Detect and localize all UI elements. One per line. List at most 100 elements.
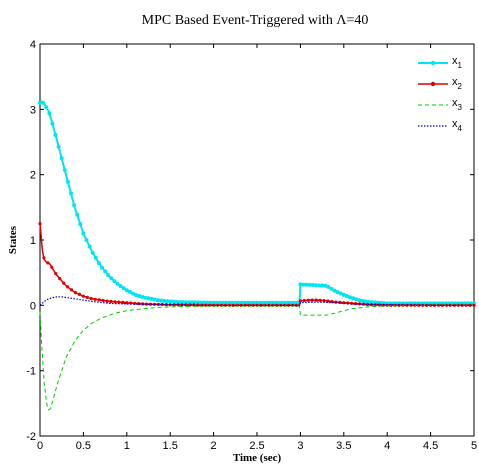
series-marker-x1	[143, 295, 148, 300]
series-marker-x1	[103, 269, 108, 274]
series-marker-x2	[425, 303, 429, 307]
series-marker-x1	[220, 300, 225, 305]
x-tick-label: 4	[384, 440, 390, 452]
series-marker-x1	[124, 288, 129, 293]
x-tick-label: 5	[471, 440, 477, 452]
series-marker-x1	[53, 133, 58, 137]
series-marker-x1	[183, 300, 188, 305]
series-marker-x1	[50, 121, 55, 126]
series-marker-x1	[289, 300, 294, 305]
legend-marker-x1	[430, 60, 436, 66]
series-marker-x1	[180, 300, 185, 305]
series-marker-x1	[261, 300, 266, 305]
series-marker-x1	[152, 297, 157, 302]
series-marker-x2	[302, 298, 306, 303]
legend-subscript: 2	[458, 82, 463, 91]
series-marker-x1	[242, 300, 247, 305]
series-marker-x1	[199, 300, 204, 305]
plot-frame	[39, 43, 475, 437]
series-marker-x1	[227, 300, 232, 305]
legend-marker-x2	[430, 81, 436, 87]
x-tick-label: 1.5	[163, 440, 178, 452]
series-marker-x2	[66, 285, 70, 289]
series-marker-x2	[62, 281, 66, 285]
series-marker-x1	[211, 300, 216, 305]
series-line-x4	[39, 296, 474, 306]
x-tick-label: 3.5	[336, 440, 351, 452]
series-marker-x2	[58, 277, 62, 281]
series-marker-x2	[77, 292, 82, 296]
x-axis-label: Time (sec)	[233, 452, 282, 464]
series-marker-x2	[89, 297, 93, 301]
series-marker-x2	[468, 303, 472, 307]
series-marker-x1	[134, 293, 139, 298]
series-marker-x2	[121, 300, 125, 304]
series-marker-x1	[366, 299, 371, 304]
series-marker-x1	[193, 300, 197, 305]
series-marker-x1	[214, 300, 219, 305]
series-line-x2	[39, 223, 474, 307]
y-tick-label: 3	[30, 104, 36, 116]
series-marker-x1	[326, 284, 331, 289]
series-marker-x1	[137, 294, 142, 298]
series-marker-x1	[127, 289, 132, 294]
series-marker-x2	[365, 302, 370, 307]
x-tick-label: 1	[124, 440, 130, 452]
series-marker-x1	[158, 298, 163, 303]
series-marker-x1	[162, 298, 166, 303]
series-marker-x2	[287, 303, 291, 307]
series-marker-x1	[90, 250, 95, 255]
x-tick-label: 0.5	[76, 440, 91, 452]
series-marker-x2	[310, 298, 314, 302]
series-marker-x2	[81, 294, 85, 298]
series-marker-x1	[344, 294, 349, 298]
series-marker-x1	[357, 298, 362, 303]
series-marker-x1	[236, 300, 241, 305]
series-marker-x2	[73, 291, 78, 295]
series-marker-x1	[72, 203, 77, 207]
series-marker-x1	[131, 291, 135, 296]
series-marker-x1	[248, 300, 253, 305]
series-marker-x1	[267, 300, 272, 305]
series-marker-x2	[113, 300, 117, 304]
legend-subscript: 1	[458, 61, 463, 70]
series-marker-x1	[109, 276, 114, 281]
series-marker-x1	[310, 283, 315, 287]
series-marker-x1	[323, 283, 328, 288]
series-marker-x1	[146, 296, 151, 301]
series-marker-x2	[54, 272, 58, 276]
series-marker-x2	[184, 303, 188, 307]
series-marker-x1	[112, 279, 117, 284]
series-marker-x1	[354, 297, 359, 302]
series-layer	[38, 100, 476, 411]
series-marker-x1	[106, 273, 111, 278]
series-marker-x2	[85, 295, 89, 299]
chart-title: MPC Based Event-Triggered with Λ=40	[142, 13, 369, 28]
series-marker-x1	[87, 244, 92, 249]
y-tick-label: 4	[30, 39, 36, 51]
series-marker-x1	[276, 300, 281, 305]
series-marker-x1	[196, 300, 201, 305]
series-marker-x2	[188, 303, 192, 307]
series-marker-x1	[286, 300, 290, 305]
series-marker-x1	[301, 282, 306, 287]
series-marker-x1	[224, 300, 228, 305]
series-marker-x1	[217, 300, 222, 305]
series-marker-x1	[282, 300, 287, 305]
series-marker-x1	[168, 299, 173, 304]
series-marker-x1	[171, 299, 176, 304]
series-marker-x2	[117, 300, 121, 304]
y-tick-label: -1	[26, 366, 36, 378]
series-marker-x2	[440, 303, 444, 307]
legend-label-x4: x4	[452, 118, 463, 133]
series-marker-x1	[96, 261, 101, 266]
series-marker-x1	[118, 284, 123, 289]
series-marker-x1	[84, 238, 89, 242]
series-marker-x1	[140, 294, 145, 299]
series-marker-x2	[417, 303, 421, 307]
y-axis-label: States	[7, 225, 19, 254]
series-marker-x1	[100, 265, 104, 270]
axis-ticks: 0 0.5 1 1.5 2 2.5 3 3.5 4 4.5 5 -2 -1 0 1 2 3 4	[26, 39, 477, 452]
series-marker-x1	[233, 300, 238, 305]
